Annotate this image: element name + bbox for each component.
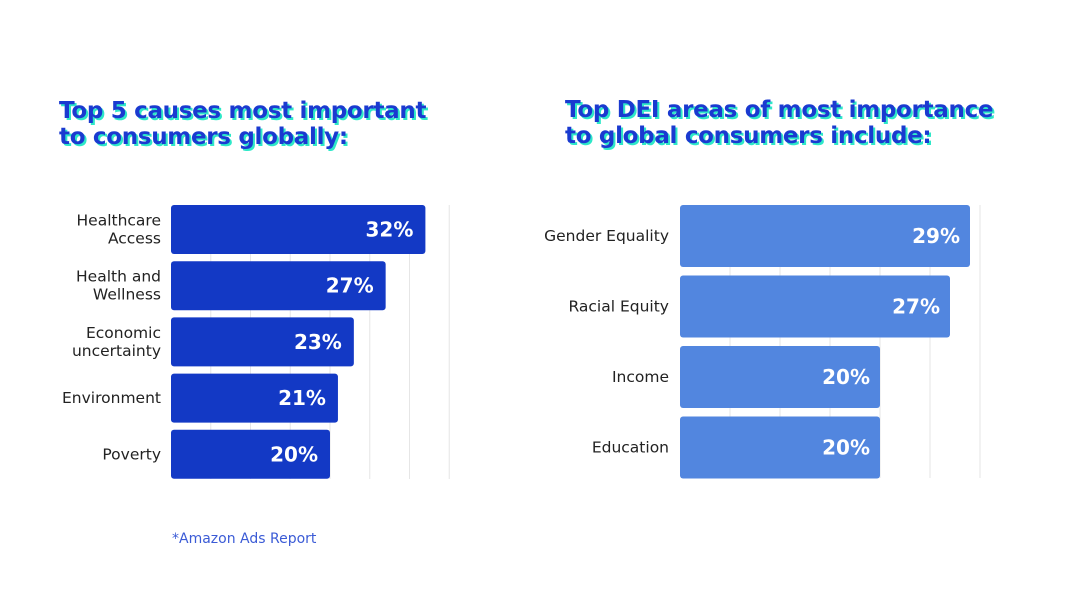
value-label: 20% <box>822 436 870 460</box>
category-label: Poverty <box>102 445 161 463</box>
value-label: 32% <box>366 218 414 242</box>
category-label: uncertainty <box>72 342 161 360</box>
value-label: 23% <box>294 330 342 354</box>
bar <box>680 205 970 267</box>
category-label: Gender Equality <box>544 227 669 245</box>
category-label: Health and <box>76 268 161 286</box>
category-label: Education <box>592 439 669 457</box>
left-title-line-2: to consumers globally: <box>59 124 348 150</box>
right-title-line-2: to global consumers include: <box>565 123 932 149</box>
value-label: 20% <box>270 442 318 466</box>
left-title-line-1: Top 5 causes most important <box>59 98 427 124</box>
bar <box>680 416 880 479</box>
bar <box>171 205 426 254</box>
bar <box>680 275 950 338</box>
bar <box>171 429 330 479</box>
category-label: Access <box>108 230 161 248</box>
right-chart-title: Top DEI areas of most importance to glob… <box>565 97 994 149</box>
bar <box>680 346 880 408</box>
value-label: 27% <box>326 274 374 298</box>
right-title-line-1: Top DEI areas of most importance <box>565 97 994 123</box>
category-label: Economic <box>86 324 161 342</box>
value-label: 21% <box>278 386 326 410</box>
category-label: Wellness <box>93 286 161 304</box>
value-label: 20% <box>822 365 870 389</box>
bar <box>171 317 354 367</box>
category-label: Racial Equity <box>568 298 669 316</box>
source-footnote: *Amazon Ads Report <box>172 531 317 547</box>
category-label: Healthcare <box>77 212 162 230</box>
left-chart-title: Top 5 causes most important to consumers… <box>59 98 426 150</box>
category-label: Income <box>612 368 669 386</box>
category-label: Environment <box>62 389 161 407</box>
bar <box>171 373 338 423</box>
value-label: 27% <box>892 295 940 319</box>
bar <box>171 261 386 311</box>
value-label: 29% <box>912 224 960 248</box>
